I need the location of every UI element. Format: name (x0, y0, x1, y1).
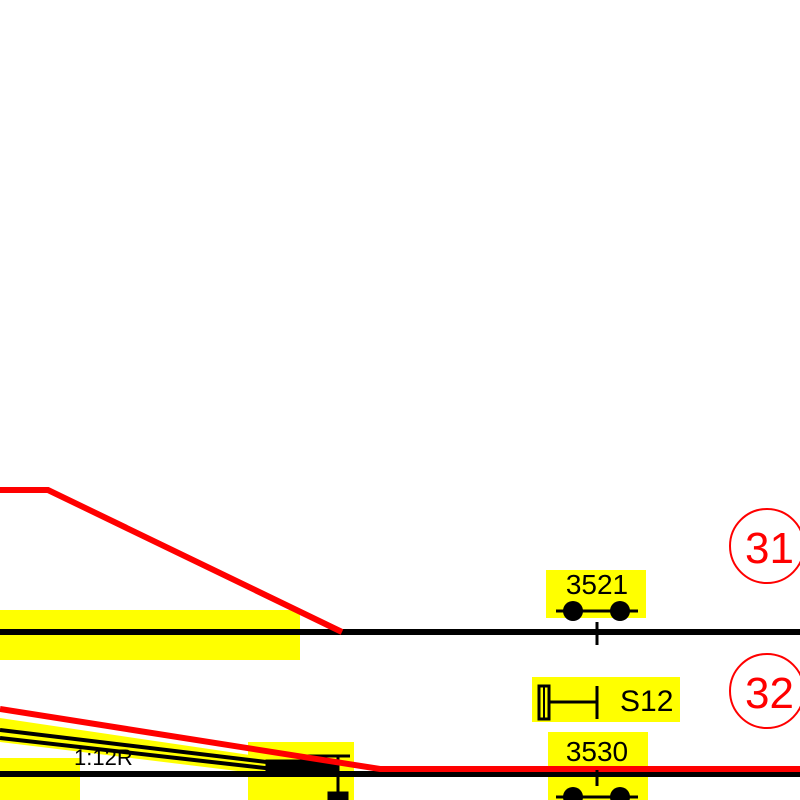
switch-label-1-12r: 1:12R (74, 745, 133, 770)
track-number-32: 32 (745, 669, 794, 718)
route-lines (0, 487, 800, 772)
switch-machine-base (327, 791, 349, 800)
track-number-31: 31 (745, 524, 794, 573)
diverging-track-line-b (0, 736, 301, 774)
detector-label-3521: 3521 (566, 569, 628, 600)
switch-machine-icon (265, 754, 350, 800)
highlight-signal-s12 (532, 677, 680, 722)
track-detector-icon (556, 787, 638, 800)
track-number-badge-32: 32 (729, 653, 800, 729)
switch-point-block (265, 759, 337, 777)
diverging-track-line-a (0, 728, 301, 768)
track-number-badge-31: 31 (729, 508, 800, 584)
route-upper (0, 487, 344, 635)
detector-label-3530: 3530 (566, 736, 628, 767)
signal-icon (537, 684, 599, 721)
tracks (0, 622, 800, 777)
highlight-lower-left (0, 758, 80, 800)
route-lower (0, 706, 800, 772)
track-detector-icon (556, 601, 638, 621)
signal-label-s12: S12 (620, 685, 673, 718)
